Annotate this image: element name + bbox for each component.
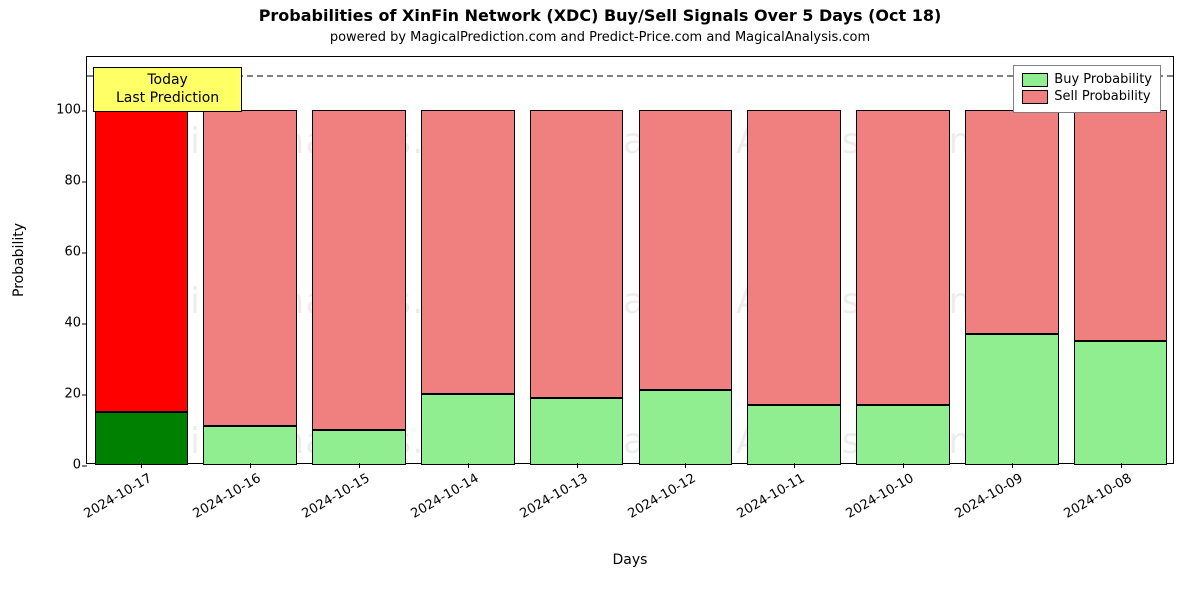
x-tick xyxy=(685,463,686,468)
bar-buy xyxy=(639,390,733,465)
x-tick xyxy=(577,463,578,468)
bar-buy xyxy=(1074,341,1168,465)
y-tick xyxy=(82,111,87,112)
legend-label: Buy Probability xyxy=(1054,72,1152,87)
reference-line xyxy=(87,75,1173,77)
bar-sell xyxy=(312,110,406,429)
y-tick-label: 0 xyxy=(73,458,81,473)
legend-swatch xyxy=(1022,90,1048,104)
bar-sell xyxy=(1074,110,1168,341)
bar-buy xyxy=(421,394,515,465)
annotation-line2: Last Prediction xyxy=(116,90,219,108)
bar-buy xyxy=(856,405,950,465)
plot-area: MagicalAnalysis.comMagicalAnalysis.comMa… xyxy=(86,56,1174,464)
y-axis-label-text: Probability xyxy=(11,223,27,297)
y-tick xyxy=(82,324,87,325)
bar-buy xyxy=(530,398,624,465)
x-tick-label: 2024-10-13 xyxy=(517,471,590,522)
bar-buy xyxy=(95,412,189,465)
x-axis-label: Days xyxy=(86,552,1174,568)
x-tick-label: 2024-10-08 xyxy=(1061,471,1134,522)
legend-item: Buy Probability xyxy=(1022,72,1152,87)
y-axis-label: Probability xyxy=(6,56,32,464)
legend-item: Sell Probability xyxy=(1022,89,1152,104)
bar-sell xyxy=(95,75,189,412)
bar-sell xyxy=(530,110,624,397)
y-tick xyxy=(82,466,87,467)
x-tick-label: 2024-10-15 xyxy=(300,471,373,522)
x-tick-label: 2024-10-10 xyxy=(844,471,917,522)
bar-sell xyxy=(965,110,1059,334)
bar-sell xyxy=(421,110,515,394)
plot-inner: MagicalAnalysis.comMagicalAnalysis.comMa… xyxy=(87,57,1173,463)
y-tick-label: 100 xyxy=(56,103,81,118)
y-tick-label: 20 xyxy=(64,387,81,402)
bar-buy xyxy=(203,426,297,465)
x-tick xyxy=(141,463,142,468)
y-tick-label: 40 xyxy=(64,316,81,331)
bar-sell xyxy=(203,110,297,426)
x-tick-label: 2024-10-11 xyxy=(735,471,808,522)
y-tick xyxy=(82,182,87,183)
annotation-line1: Today xyxy=(116,72,219,90)
x-tick xyxy=(1121,463,1122,468)
x-tick-label: 2024-10-17 xyxy=(82,471,155,522)
bar-sell xyxy=(856,110,950,404)
y-tick-label: 80 xyxy=(64,174,81,189)
x-tick xyxy=(903,463,904,468)
chart-title: Probabilities of XinFin Network (XDC) Bu… xyxy=(0,6,1200,25)
x-tick xyxy=(250,463,251,468)
x-tick-label: 2024-10-12 xyxy=(626,471,699,522)
x-tick-label: 2024-10-14 xyxy=(408,471,481,522)
today-annotation: TodayLast Prediction xyxy=(93,67,242,112)
legend-label: Sell Probability xyxy=(1054,89,1150,104)
bar-buy xyxy=(312,430,406,465)
x-tick-label: 2024-10-09 xyxy=(952,471,1025,522)
x-tick xyxy=(468,463,469,468)
legend: Buy Probability Sell Probability xyxy=(1013,65,1161,113)
y-tick-label: 60 xyxy=(64,245,81,260)
chart-container: Probabilities of XinFin Network (XDC) Bu… xyxy=(0,0,1200,600)
bar-sell xyxy=(747,110,841,404)
chart-subtitle: powered by MagicalPrediction.com and Pre… xyxy=(0,30,1200,45)
y-tick xyxy=(82,253,87,254)
x-tick xyxy=(359,463,360,468)
x-tick xyxy=(1012,463,1013,468)
bar-sell xyxy=(639,110,733,390)
bar-buy xyxy=(965,334,1059,465)
x-tick-label: 2024-10-16 xyxy=(191,471,264,522)
x-tick xyxy=(794,463,795,468)
y-tick xyxy=(82,395,87,396)
legend-swatch xyxy=(1022,73,1048,87)
bar-buy xyxy=(747,405,841,465)
